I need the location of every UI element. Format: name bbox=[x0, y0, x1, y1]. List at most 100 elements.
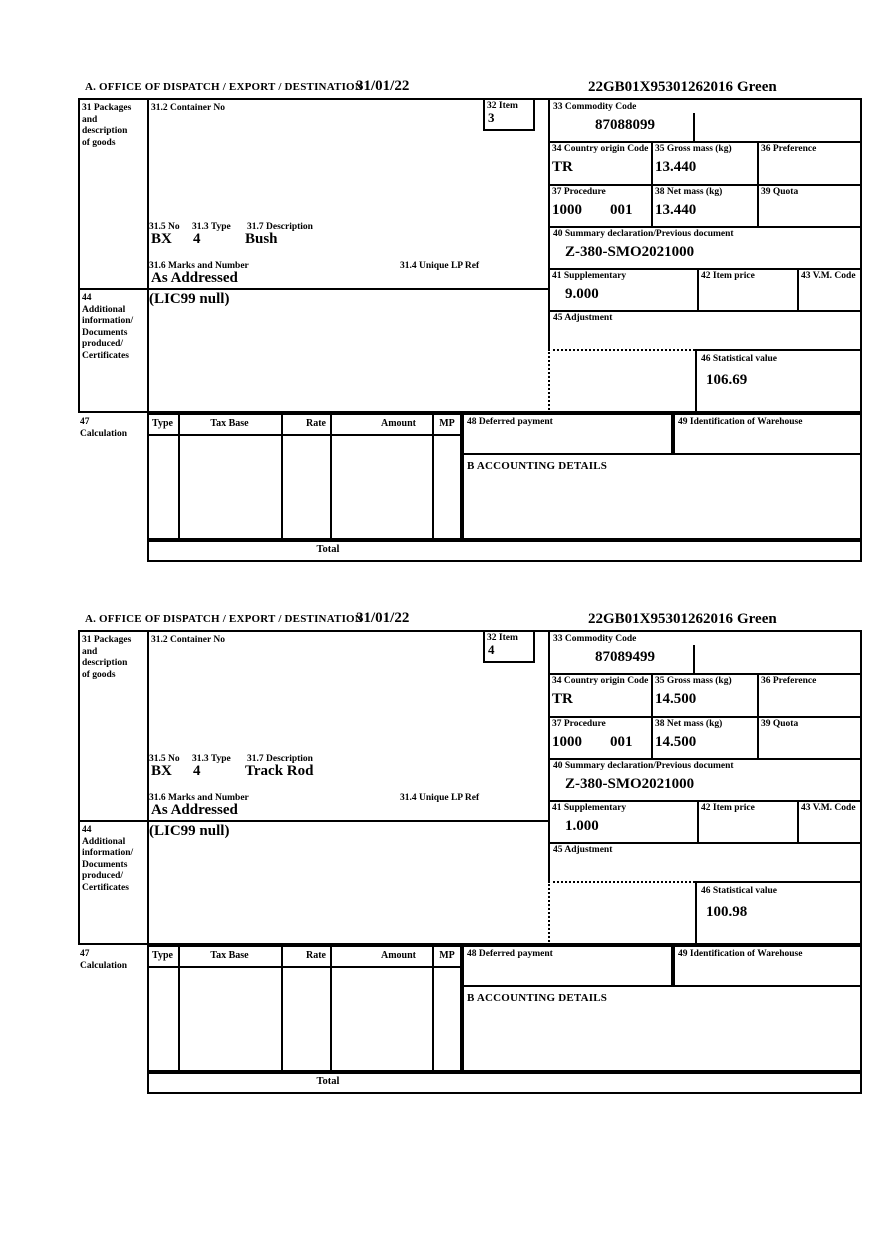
box44-additional-info-label: 44 Additional information/ Documents pro… bbox=[82, 293, 134, 361]
border-line bbox=[330, 945, 332, 1072]
border-line bbox=[78, 288, 548, 290]
border-line bbox=[651, 673, 653, 758]
border-line bbox=[78, 820, 548, 822]
declaration-date: 31/01/22 bbox=[356, 610, 410, 626]
box47-calculation-label: 47 Calculation bbox=[80, 949, 127, 971]
box49-warehouse-label: 49 Identification of Warehouse bbox=[678, 417, 803, 427]
box49-frame bbox=[673, 413, 862, 455]
border-line bbox=[797, 800, 799, 842]
calc-header-amount: Amount bbox=[380, 950, 416, 961]
border-line bbox=[548, 842, 862, 844]
calc-header-amount: Amount bbox=[380, 418, 416, 429]
box31-packages-label: 31 Packages and description of goods bbox=[82, 103, 132, 148]
box31-5-no-value: BX bbox=[151, 763, 172, 779]
box46-frame bbox=[695, 349, 862, 413]
calc-header-type: Type bbox=[152, 418, 173, 429]
calc-header-rate: Rate bbox=[306, 418, 326, 429]
box31-packages-label: 31 Packages and description of goods bbox=[82, 635, 132, 680]
calc-header-rate: Rate bbox=[306, 950, 326, 961]
box31-2-container-label: 31.2 Container No bbox=[151, 103, 225, 113]
border-line bbox=[548, 758, 862, 760]
border-line bbox=[548, 184, 862, 186]
border-line bbox=[147, 966, 462, 968]
box45-adjustment-label: 45 Adjustment bbox=[553, 845, 613, 855]
dotted-border-line bbox=[548, 881, 550, 945]
box37-procedure-code: 1000 bbox=[552, 734, 582, 750]
calculation-table-frame bbox=[147, 413, 462, 540]
box31-5-no-value: BX bbox=[151, 231, 172, 247]
box31-4-unique-lp-ref-label: 31.4 Unique LP Ref bbox=[400, 793, 480, 803]
box37-procedure-label: 37 Procedure bbox=[552, 719, 606, 729]
total-bar-frame bbox=[147, 1072, 862, 1094]
office-of-dispatch-label: A. OFFICE OF DISPATCH / EXPORT / DESTINA… bbox=[85, 613, 363, 625]
box40-previous-document-value: Z-380-SMO2021000 bbox=[565, 244, 695, 260]
box43-vm-code-label: 43 V.M. Code bbox=[801, 803, 856, 813]
box31-3-type-label: 31.3 Type bbox=[192, 754, 231, 764]
box41-supplementary-value: 1.000 bbox=[565, 818, 599, 834]
box31-3-type-value: 4 bbox=[193, 763, 201, 779]
box46-statistical-value: 100.98 bbox=[706, 904, 748, 920]
border-line bbox=[548, 716, 862, 718]
calculation-table-frame bbox=[147, 945, 462, 1072]
box42-item-price-label: 42 Item price bbox=[701, 271, 755, 281]
box36-preference-label: 36 Preference bbox=[761, 676, 817, 686]
box47-calculation-label: 47 Calculation bbox=[80, 417, 127, 439]
commodity-code-divider bbox=[693, 645, 695, 673]
box49-warehouse-label: 49 Identification of Warehouse bbox=[678, 949, 803, 959]
accounting-details-label: B ACCOUNTING DETAILS bbox=[467, 992, 608, 1004]
declaration-date: 31/01/22 bbox=[356, 78, 410, 94]
border-line bbox=[548, 141, 862, 143]
box40-previous-document-label: 40 Summary declaration/Previous document bbox=[553, 229, 734, 239]
box38-net-mass-value: 14.500 bbox=[655, 734, 697, 750]
border-line bbox=[697, 800, 699, 842]
box43-vm-code-label: 43 V.M. Code bbox=[801, 271, 856, 281]
border-line bbox=[548, 98, 550, 349]
box41-supplementary-value: 9.000 bbox=[565, 286, 599, 302]
box34-origin-code: TR bbox=[552, 691, 573, 707]
total-label: Total bbox=[316, 1076, 340, 1087]
box41-supplementary-label: 41 Supplementary bbox=[552, 271, 627, 281]
box31-5-no-label: 31.5 No bbox=[149, 222, 180, 232]
box32-frame bbox=[483, 98, 535, 131]
office-of-dispatch-label: A. OFFICE OF DISPATCH / EXPORT / DESTINA… bbox=[85, 81, 363, 93]
box44-additional-info-value: (LIC99 null) bbox=[149, 823, 230, 839]
box48-deferred-payment-label: 48 Deferred payment bbox=[467, 949, 553, 959]
border-line bbox=[147, 98, 149, 413]
entry-reference: 22GB01X95301262016 bbox=[588, 611, 734, 627]
entry-reference: 22GB01X95301262016 bbox=[588, 79, 734, 95]
box39-quota-label: 39 Quota bbox=[761, 719, 799, 729]
box40-previous-document-value: Z-380-SMO2021000 bbox=[565, 776, 695, 792]
box36-preference-label: 36 Preference bbox=[761, 144, 817, 154]
dotted-border-line bbox=[548, 349, 550, 413]
box35-gross-mass-label: 35 Gross mass (kg) bbox=[655, 144, 732, 154]
box32-item-number: 4 bbox=[488, 642, 495, 657]
box41-supplementary-label: 41 Supplementary bbox=[552, 803, 627, 813]
dotted-border-line bbox=[548, 881, 695, 883]
box31-5-no-label: 31.5 No bbox=[149, 754, 180, 764]
border-line bbox=[178, 945, 180, 1072]
border-line bbox=[330, 413, 332, 540]
box45-adjustment-label: 45 Adjustment bbox=[553, 313, 613, 323]
box48-frame bbox=[462, 945, 673, 987]
box38-net-mass-value: 13.440 bbox=[655, 202, 697, 218]
calc-header-tax-base: Tax Base bbox=[210, 418, 249, 429]
box33-commodity-code: 87088099 bbox=[595, 117, 655, 133]
box34-origin-label: 34 Country origin Code bbox=[552, 144, 649, 154]
box48-deferred-payment-label: 48 Deferred payment bbox=[467, 417, 553, 427]
box31-6-marks-label: 31.6 Marks and Number bbox=[149, 793, 249, 803]
box31-7-description-value: Track Rod bbox=[245, 763, 314, 779]
box49-frame bbox=[673, 945, 862, 987]
box35-gross-mass-value: 14.500 bbox=[655, 691, 697, 707]
border-line bbox=[281, 413, 283, 540]
box34-origin-code: TR bbox=[552, 159, 573, 175]
box31-6-marks-label: 31.6 Marks and Number bbox=[149, 261, 249, 271]
accounting-details-label: B ACCOUNTING DETAILS bbox=[467, 460, 608, 472]
box31-2-container-label: 31.2 Container No bbox=[151, 635, 225, 645]
border-line bbox=[147, 630, 149, 945]
border-line bbox=[697, 268, 699, 310]
box37-procedure-code: 1000 bbox=[552, 202, 582, 218]
border-line bbox=[548, 310, 862, 312]
border-line bbox=[797, 268, 799, 310]
box37-procedure-code-2: 001 bbox=[610, 734, 633, 750]
